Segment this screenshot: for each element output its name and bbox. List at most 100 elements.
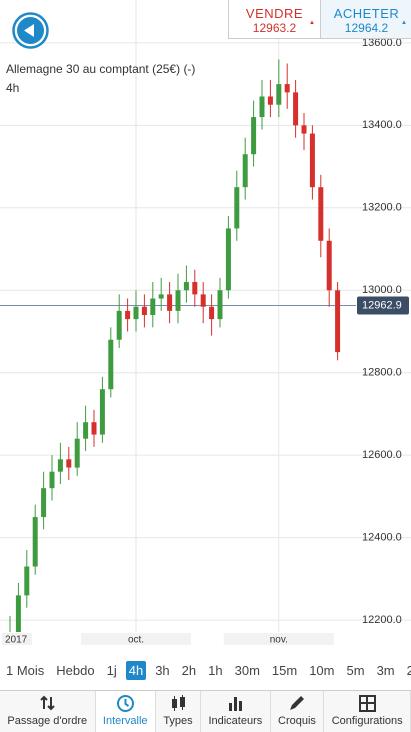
candle-body (108, 339, 114, 390)
candle-body (209, 306, 215, 320)
candle-body (49, 471, 55, 489)
candle-body (251, 117, 257, 155)
y-tick-label: 13000.0 (362, 284, 402, 296)
tab[interactable]: Passage d'ordre (0, 691, 96, 732)
candle-body (66, 459, 72, 468)
y-tick-label: 12400.0 (362, 532, 402, 544)
interval-option[interactable]: 30m (234, 663, 260, 678)
y-tick-label: 13200.0 (362, 202, 402, 214)
sell-button[interactable]: VENDRE 12963.2 ▲ (229, 0, 321, 38)
candle-body (41, 488, 47, 518)
y-tick-label: 13400.0 (362, 119, 402, 131)
tab-icon (40, 695, 55, 711)
interval-option[interactable]: 2h (181, 663, 197, 678)
interval-option[interactable]: 3m (376, 663, 395, 678)
tab-icon (228, 697, 242, 711)
tab-label: Types (163, 715, 193, 727)
interval-option[interactable]: 15m (271, 663, 298, 678)
interval-option[interactable]: 1h (208, 663, 223, 678)
interval-option[interactable]: 5m (346, 663, 365, 678)
sell-price: 12963.2 (252, 21, 297, 35)
candle-body (200, 294, 206, 307)
candle-body (301, 125, 307, 134)
candle-body (267, 96, 273, 105)
buy-button[interactable]: ACHETER 12964.2 ▲ (321, 0, 411, 38)
current-price-box (357, 296, 409, 315)
interval-option[interactable]: 1 Mois (6, 663, 45, 678)
x-label-box (81, 633, 191, 645)
tab-label: Croquis (278, 715, 316, 727)
candle-body (141, 306, 147, 315)
y-tick-label: 12600.0 (362, 449, 402, 461)
interval-option[interactable]: 3h (155, 663, 170, 678)
sell-label: VENDRE (245, 6, 304, 21)
buy-price: 12964.2 (344, 21, 389, 35)
x-tick-label: nov. (270, 635, 288, 646)
interval-option[interactable]: 4h (125, 661, 147, 680)
candle-body (234, 187, 240, 229)
candle-body (326, 240, 332, 291)
tab-label: Indicateurs (208, 715, 263, 727)
candle-body (167, 294, 173, 311)
candle-body (74, 438, 80, 468)
interval-option[interactable]: 2m (406, 663, 411, 678)
y-tick-label: 12800.0 (362, 367, 402, 379)
candle-body (158, 294, 164, 299)
candle-body (225, 228, 231, 291)
y-tick-label: 12200.0 (362, 614, 402, 626)
tab-icon (171, 695, 185, 711)
candle-body (83, 422, 89, 439)
tab-icon (358, 695, 376, 712)
candle-body (150, 298, 156, 315)
back-button[interactable] (12, 12, 49, 49)
tab[interactable]: Types (156, 691, 202, 732)
tab-label: Passage d'ordre (7, 715, 88, 727)
candle-body (91, 422, 97, 435)
tab-label: Configurations (331, 715, 403, 727)
chart: 12200.0 12400.0 12600.0 12800.0 13000.0 13200… (0, 0, 411, 646)
x-tick-label: oct. (128, 635, 144, 646)
candle-body (335, 290, 341, 353)
interval-option[interactable]: Hebdo (56, 663, 95, 678)
tab-icon (116, 695, 134, 712)
quote-header: VENDRE 12963.2 ▲ ACHETER 12964.2 ▲ (228, 0, 411, 39)
candle-body (15, 595, 21, 632)
candle-body (309, 133, 315, 188)
tab[interactable]: Configurations (324, 691, 411, 732)
interval-option[interactable]: 10m (309, 663, 335, 678)
candle-body (318, 187, 324, 241)
candle-body (183, 282, 189, 291)
candle-body (125, 310, 131, 320)
candle-body (192, 282, 198, 295)
candle-body (284, 84, 290, 93)
tab[interactable]: Indicateurs (201, 691, 271, 732)
current-price-label: 12962.9 (362, 299, 402, 311)
interval-option[interactable]: 1j (106, 663, 117, 678)
tab[interactable]: Intervalle (95, 691, 156, 732)
candle-body (133, 306, 139, 320)
candle-body (57, 459, 63, 472)
tab[interactable]: Croquis (271, 691, 325, 732)
tab-bar: Passage d'ordre Intervalle Types Indicateur… (0, 690, 411, 732)
candle-body (217, 290, 223, 320)
candle-body (175, 290, 181, 311)
chart-title: Allemagne 30 au comptant (25€) (-) (6, 62, 195, 76)
candle-body (242, 154, 248, 188)
candle-body (32, 517, 38, 567)
candle-body (24, 566, 30, 596)
x-label-box (223, 633, 334, 645)
candle-body (99, 389, 105, 435)
x-tick-label: 2017 (5, 635, 28, 646)
y-tick-label: 13600.0 (362, 37, 402, 49)
interval-bar: 1 MoisHebdo1j4h3h2h1h30m15m10m5m3m2m1m (0, 661, 411, 685)
candle-body (259, 96, 265, 118)
candle-body (276, 84, 282, 105)
buy-label: ACHETER (333, 6, 400, 21)
tab-icon (290, 696, 305, 710)
candle-body (293, 92, 299, 126)
chart-interval: 4h (6, 81, 19, 95)
x-label-box (2, 633, 32, 645)
tab-label: Intervalle (102, 715, 148, 727)
candle-body (116, 310, 122, 340)
